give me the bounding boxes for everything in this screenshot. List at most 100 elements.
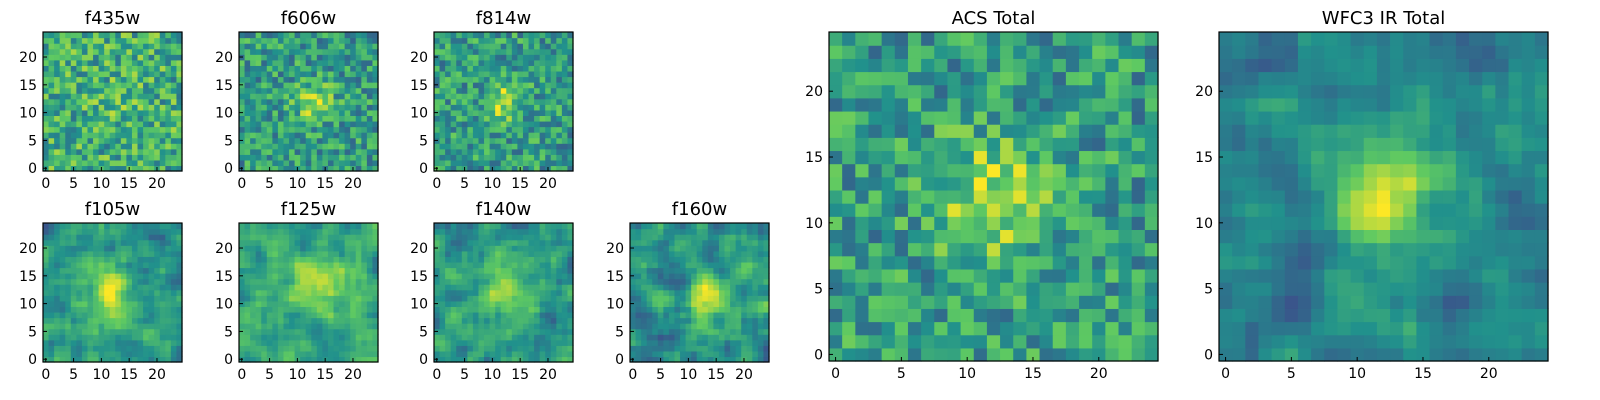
heatmap-cell: [98, 245, 105, 252]
heatmap-cell: [48, 154, 55, 161]
heatmap-cell: [300, 223, 307, 230]
heatmap-cell: [439, 37, 446, 44]
heatmap-cell: [484, 82, 491, 89]
heatmap-cell: [934, 124, 949, 138]
heatmap-cell: [646, 267, 653, 274]
x-tick-label: 10: [483, 367, 501, 383]
heatmap-cell: [478, 261, 485, 269]
heatmap-cell: [104, 350, 111, 358]
heatmap-cell: [311, 267, 318, 274]
heatmap-cell: [506, 323, 513, 330]
heatmap-cell: [311, 59, 318, 66]
heatmap-cell: [517, 48, 524, 55]
heatmap-cell: [511, 159, 518, 167]
heatmap-cell: [104, 137, 111, 144]
heatmap-cell: [894, 176, 909, 191]
heatmap-cell: [635, 356, 642, 363]
heatmap-cell: [752, 261, 759, 269]
heatmap-cell: [294, 109, 301, 116]
heatmap-cell: [894, 268, 909, 283]
heatmap-cell: [1052, 203, 1067, 217]
heatmap-cell: [506, 223, 513, 230]
heatmap-cell: [434, 154, 441, 161]
heatmap-cell: [272, 250, 279, 257]
heatmap-cell: [556, 165, 563, 172]
heatmap-cell: [829, 255, 843, 270]
heatmap-cell: [829, 203, 843, 217]
heatmap-cell: [165, 239, 172, 246]
heatmap-cell: [495, 289, 502, 296]
heatmap-cell: [534, 250, 541, 257]
heatmap-cell: [434, 295, 441, 302]
heatmap-cell: [154, 70, 161, 78]
heatmap-cell: [495, 295, 502, 302]
heatmap-cell: [567, 289, 574, 296]
heatmap-cell: [973, 282, 988, 296]
heatmap-cell: [550, 65, 557, 72]
heatmap-cell: [366, 284, 374, 291]
heatmap-cell: [561, 334, 569, 341]
heatmap-cell: [517, 159, 524, 167]
heatmap-cell: [1105, 282, 1120, 296]
heatmap-cell: [131, 43, 139, 50]
heatmap-cell: [361, 32, 368, 39]
heatmap-cell: [109, 278, 116, 285]
heatmap-cell: [266, 284, 273, 291]
heatmap-cell: [170, 289, 178, 296]
heatmap-cell: [339, 345, 346, 352]
heatmap-cell: [120, 289, 127, 296]
heatmap-cell: [54, 154, 61, 161]
heatmap-cell: [355, 126, 362, 133]
heatmap-cell: [484, 245, 491, 252]
heatmap-cell: [534, 76, 541, 83]
heatmap-cell: [668, 345, 676, 352]
heatmap-cell: [300, 104, 307, 111]
heatmap-cell: [1105, 150, 1120, 165]
heatmap-cell: [691, 306, 698, 313]
heatmap-cell: [87, 278, 94, 285]
heatmap-cell: [517, 239, 524, 246]
heatmap-cell: [43, 334, 50, 341]
heatmap-cell: [277, 43, 285, 50]
heatmap-cell: [696, 323, 703, 330]
heatmap-cell: [630, 295, 637, 302]
heatmap-cell: [87, 250, 94, 257]
heatmap-cell: [456, 98, 463, 105]
heatmap-cell: [372, 245, 379, 252]
heatmap-cell: [1013, 189, 1027, 204]
heatmap-cell: [372, 273, 379, 280]
heatmap-cell: [495, 137, 502, 144]
heatmap-cell: [305, 345, 312, 352]
heatmap-cell: [344, 76, 351, 83]
heatmap-cell: [372, 323, 379, 330]
heatmap-cell: [702, 317, 709, 324]
heatmap-cell: [300, 267, 307, 274]
heatmap-cell: [472, 93, 480, 100]
heatmap-cell: [300, 120, 307, 128]
heatmap-cell: [467, 356, 474, 363]
heatmap-cell: [550, 256, 557, 263]
heatmap-cell: [556, 59, 563, 66]
heatmap-cell: [506, 154, 513, 161]
heatmap-cell: [350, 234, 357, 241]
heatmap-cell: [973, 150, 988, 165]
heatmap-cell: [372, 93, 379, 100]
heatmap-cell: [294, 261, 301, 269]
heatmap-cell: [718, 328, 726, 335]
heatmap-cell: [65, 334, 72, 341]
heatmap-cell: [344, 295, 351, 302]
heatmap-cell: [500, 317, 507, 324]
heatmap-cell: [266, 339, 273, 346]
heatmap-cell: [472, 311, 480, 319]
heatmap-cell: [842, 255, 856, 270]
heatmap-cell: [250, 295, 257, 302]
heatmap-cell: [500, 115, 507, 122]
heatmap-cell: [361, 234, 368, 241]
heatmap-cell: [154, 54, 161, 61]
heatmap-cell: [467, 350, 474, 358]
heatmap-cell: [104, 109, 111, 116]
heatmap-cell: [741, 261, 748, 269]
heatmap-cell: [730, 317, 737, 324]
heatmap-cell: [344, 82, 351, 89]
heatmap-cell: [316, 48, 323, 55]
